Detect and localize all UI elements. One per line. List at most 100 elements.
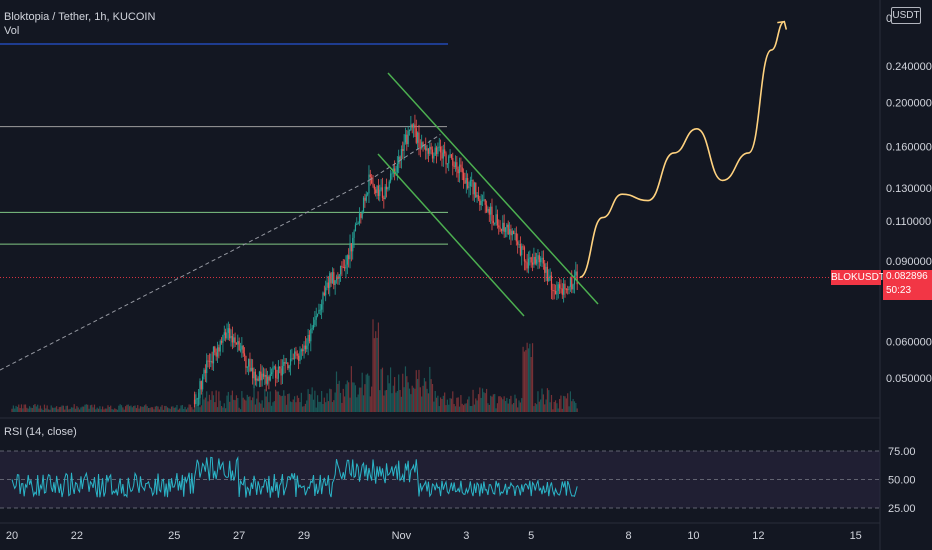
volume-bar [60, 406, 62, 412]
price-axis[interactable]: 0 0.240000 0.200000 0.160000 0.130000 0.11000… [886, 13, 932, 515]
volume-bar [196, 405, 198, 412]
volume-bar [472, 389, 474, 412]
candle-body [552, 290, 554, 291]
volume-bar [394, 377, 396, 412]
time-axis-tick: 8 [625, 530, 631, 542]
volume-bar [446, 399, 448, 412]
volume-bar [93, 404, 96, 412]
volume-bar [510, 395, 512, 412]
volume-bar [558, 398, 561, 412]
candle-body [253, 371, 255, 379]
candle-body [468, 186, 470, 189]
rsi-axis-tick: 25.00 [888, 503, 916, 515]
candle-body [323, 292, 325, 296]
candle-body [465, 178, 467, 184]
volume-bar [563, 395, 565, 412]
volume-bar [147, 407, 150, 412]
volume-bar [87, 404, 89, 412]
volume-bar [299, 402, 301, 412]
time-axis[interactable]: 20 22 25 27 29 Nov 3 5 8 10 12 15 [6, 530, 862, 542]
volume-bar [110, 405, 112, 412]
volume-bar [465, 403, 467, 412]
candle-body [252, 367, 254, 379]
volume-bar [330, 389, 332, 412]
volume-bar [139, 406, 142, 412]
candle-body [544, 263, 546, 273]
candle-body [442, 149, 444, 159]
candle-body [339, 265, 342, 275]
candle-body [508, 229, 511, 235]
volume-bar [526, 342, 528, 412]
volume-bar [56, 406, 58, 412]
volume-bar [234, 400, 236, 412]
volume-bar [169, 408, 171, 412]
volume-bar [183, 408, 185, 412]
candle-body [515, 233, 517, 242]
volume-bar [483, 392, 485, 412]
candle-body [565, 289, 567, 290]
volume-bar [162, 409, 165, 412]
volume-bar [160, 406, 162, 412]
volume-bar [457, 397, 459, 412]
volume-bar [314, 390, 316, 412]
volume-bar [380, 369, 382, 412]
volume-bar [89, 405, 92, 412]
volume-bar [158, 409, 160, 412]
volume-bar [576, 408, 578, 412]
volume-bar [485, 388, 488, 412]
candle-body [337, 276, 339, 279]
candle-body [214, 346, 216, 353]
volume-bar [150, 407, 152, 412]
candle-body [261, 373, 263, 381]
candle-body [460, 164, 462, 168]
candle-body [239, 349, 242, 351]
currency-button[interactable]: USDT [891, 7, 921, 24]
candle-body [418, 132, 420, 148]
candle-body [510, 229, 512, 236]
candle-body [362, 197, 365, 212]
volume-bar [454, 406, 457, 412]
volume-bar [218, 391, 220, 412]
candle-body [431, 149, 434, 159]
volume-bar [84, 404, 86, 412]
candle-body [558, 284, 561, 289]
candle-body [193, 399, 196, 405]
candle-body [456, 162, 458, 170]
volume-bar [415, 370, 417, 412]
candle-body [479, 199, 481, 206]
volume-bar [395, 392, 397, 412]
volume-bar [34, 404, 36, 412]
candle-body [308, 334, 311, 342]
volume-bar [92, 407, 94, 412]
candle-body [573, 275, 576, 285]
candle-body [548, 277, 550, 281]
volume-bar [345, 384, 347, 412]
candle-body [272, 367, 274, 373]
volume-bar [235, 395, 238, 412]
candle-body [379, 189, 381, 196]
candle-body [553, 290, 555, 292]
volume-bar [88, 408, 90, 412]
candle-body [430, 146, 432, 150]
candle-body [220, 340, 223, 343]
candle-body [310, 329, 312, 342]
volume-bar [507, 403, 509, 412]
candle-body [264, 374, 266, 377]
candle-body [325, 287, 327, 296]
volume-bar [288, 393, 290, 412]
volume-bar [361, 372, 363, 412]
candle-body [389, 173, 392, 182]
volume-bar [225, 408, 227, 412]
volume-bar [192, 409, 194, 412]
volume-bar [112, 409, 115, 412]
candle-body [285, 362, 288, 364]
volume-bar [481, 388, 484, 412]
volume-bar [238, 407, 240, 412]
volume-bar [51, 407, 54, 412]
volume-bar [253, 387, 255, 412]
candle-body [288, 365, 290, 369]
volume-bar [438, 406, 440, 412]
candle-body [202, 376, 204, 390]
volume-bar [514, 394, 516, 412]
